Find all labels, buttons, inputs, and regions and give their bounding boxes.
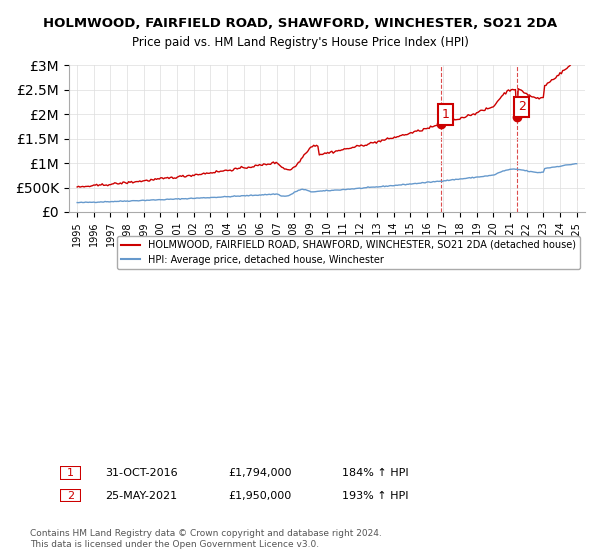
Text: HOLMWOOD, FAIRFIELD ROAD, SHAWFORD, WINCHESTER, SO21 2DA: HOLMWOOD, FAIRFIELD ROAD, SHAWFORD, WINC… xyxy=(43,17,557,30)
Text: 25-MAY-2021: 25-MAY-2021 xyxy=(105,491,177,501)
Text: £1,950,000: £1,950,000 xyxy=(228,491,291,501)
Text: 2: 2 xyxy=(67,491,74,501)
Text: 1: 1 xyxy=(442,108,449,121)
Text: 1: 1 xyxy=(67,468,74,478)
Text: 184% ↑ HPI: 184% ↑ HPI xyxy=(342,468,409,478)
FancyBboxPatch shape xyxy=(60,466,81,480)
FancyBboxPatch shape xyxy=(60,489,81,502)
Legend: HOLMWOOD, FAIRFIELD ROAD, SHAWFORD, WINCHESTER, SO21 2DA (detached house), HPI: : HOLMWOOD, FAIRFIELD ROAD, SHAWFORD, WINC… xyxy=(117,236,580,269)
Text: 193% ↑ HPI: 193% ↑ HPI xyxy=(342,491,409,501)
Text: 2: 2 xyxy=(518,100,526,113)
Text: Price paid vs. HM Land Registry's House Price Index (HPI): Price paid vs. HM Land Registry's House … xyxy=(131,36,469,49)
Text: £1,794,000: £1,794,000 xyxy=(228,468,292,478)
Text: 31-OCT-2016: 31-OCT-2016 xyxy=(105,468,178,478)
Text: Contains HM Land Registry data © Crown copyright and database right 2024.
This d: Contains HM Land Registry data © Crown c… xyxy=(30,529,382,549)
